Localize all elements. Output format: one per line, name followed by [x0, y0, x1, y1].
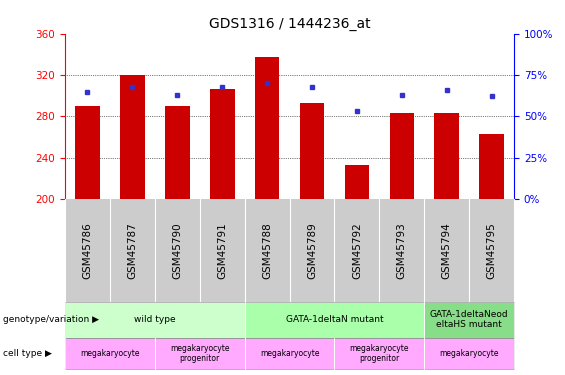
Text: cell type ▶: cell type ▶	[3, 349, 52, 358]
Text: GSM45793: GSM45793	[397, 222, 407, 279]
Text: megakaryocyte
progenitor: megakaryocyte progenitor	[170, 344, 229, 363]
Text: GSM45795: GSM45795	[486, 222, 497, 279]
Text: genotype/variation ▶: genotype/variation ▶	[3, 315, 99, 324]
Text: megakaryocyte: megakaryocyte	[440, 349, 499, 358]
Title: GDS1316 / 1444236_at: GDS1316 / 1444236_at	[208, 17, 371, 32]
Text: GSM45787: GSM45787	[127, 222, 137, 279]
Text: GSM45788: GSM45788	[262, 222, 272, 279]
Text: GSM45789: GSM45789	[307, 222, 317, 279]
Bar	[299, 103, 324, 199]
Text: megakaryocyte
progenitor: megakaryocyte progenitor	[350, 344, 409, 363]
Bar	[434, 113, 459, 199]
Text: GSM45792: GSM45792	[352, 222, 362, 279]
Text: GSM45791: GSM45791	[217, 222, 227, 279]
Bar	[210, 90, 234, 199]
Text: GSM45794: GSM45794	[442, 222, 452, 279]
Text: GSM45790: GSM45790	[172, 222, 182, 279]
Text: GATA-1deltaN mutant: GATA-1deltaN mutant	[286, 315, 383, 324]
Text: megakaryocyte: megakaryocyte	[80, 349, 140, 358]
Text: wild type: wild type	[134, 315, 176, 324]
Bar	[389, 113, 414, 199]
Bar	[479, 134, 504, 199]
Text: GATA-1deltaNeod
eltaHS mutant: GATA-1deltaNeod eltaHS mutant	[430, 310, 509, 329]
Bar	[75, 106, 100, 199]
Bar	[120, 75, 145, 199]
Text: megakaryocyte: megakaryocyte	[260, 349, 319, 358]
Bar	[165, 106, 190, 199]
Bar	[255, 57, 280, 199]
Text: GSM45786: GSM45786	[82, 222, 93, 279]
Bar	[345, 165, 370, 199]
